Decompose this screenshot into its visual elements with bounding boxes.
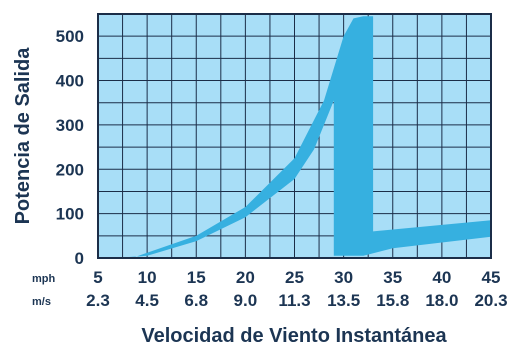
x-tick-label: 30 <box>334 268 353 287</box>
x-tick-label: 4.5 <box>135 291 159 310</box>
x-tick-label: 20.3 <box>474 291 507 310</box>
x-tick-label: 35 <box>383 268 402 287</box>
x-tick-label: 25 <box>285 268 304 287</box>
x-tick-label: 45 <box>482 268 501 287</box>
x-tick-label: 18.0 <box>425 291 458 310</box>
plot-frame <box>97 13 492 259</box>
y-tick-label: 500 <box>56 27 84 46</box>
y-tick-label: 300 <box>56 116 84 135</box>
x-tick-label: 10 <box>138 268 157 287</box>
y-tick-label: 100 <box>56 205 84 224</box>
x-tick-label: 13.5 <box>327 291 360 310</box>
y-tick-label: 400 <box>56 72 84 91</box>
power-band-series <box>112 16 491 259</box>
x-tick-label: 11.3 <box>278 291 310 310</box>
x-tick-label: 6.8 <box>184 291 208 310</box>
x-tick-label: 2.3 <box>86 291 110 310</box>
x-tick-label: 5 <box>93 268 102 287</box>
y-tick-label: 0 <box>75 249 84 268</box>
x-tick-label: 40 <box>432 268 451 287</box>
y-tick-label: 200 <box>56 160 84 179</box>
x-tick-label: 20 <box>236 268 255 287</box>
x-unit-label: mph <box>32 273 56 285</box>
x-axis-title: Velocidad de Viento Instantánea <box>141 325 447 347</box>
x-tick-label: 9.0 <box>234 291 258 310</box>
x-unit-label: m/s <box>32 296 51 308</box>
y-axis-title: Potencia de Salida <box>12 47 34 225</box>
x-tick-label: 15 <box>187 268 206 287</box>
x-tick-label: 15.8 <box>376 291 409 310</box>
